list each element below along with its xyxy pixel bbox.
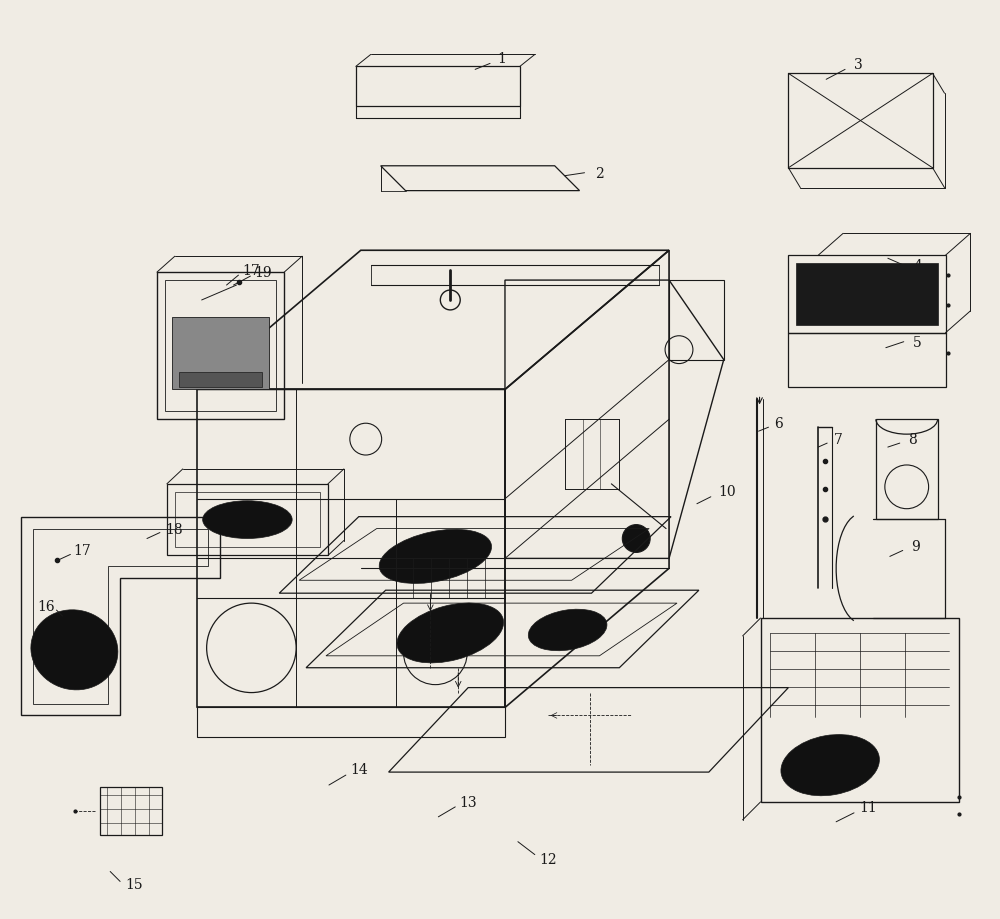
Text: 12: 12 bbox=[539, 852, 557, 866]
Text: 14: 14 bbox=[350, 762, 368, 777]
Ellipse shape bbox=[379, 529, 492, 584]
Text: 11: 11 bbox=[859, 800, 877, 814]
Text: 9: 9 bbox=[911, 539, 920, 554]
Text: 8: 8 bbox=[908, 433, 917, 447]
Circle shape bbox=[622, 525, 650, 553]
Ellipse shape bbox=[781, 734, 879, 796]
Text: 4: 4 bbox=[913, 259, 922, 273]
Text: 3: 3 bbox=[854, 58, 862, 73]
Polygon shape bbox=[172, 318, 269, 390]
Ellipse shape bbox=[203, 501, 292, 539]
Ellipse shape bbox=[31, 610, 118, 690]
Polygon shape bbox=[796, 264, 938, 325]
Text: 19: 19 bbox=[255, 266, 272, 279]
Polygon shape bbox=[179, 372, 262, 388]
Text: 17: 17 bbox=[243, 264, 260, 278]
Ellipse shape bbox=[397, 604, 504, 664]
Text: 16: 16 bbox=[38, 599, 55, 614]
Text: 1: 1 bbox=[498, 52, 506, 66]
Ellipse shape bbox=[528, 609, 607, 651]
Text: 13: 13 bbox=[459, 795, 477, 809]
Text: 2: 2 bbox=[595, 166, 604, 180]
Text: 17: 17 bbox=[73, 544, 91, 558]
Text: 15: 15 bbox=[125, 878, 143, 891]
Text: 18: 18 bbox=[165, 522, 183, 536]
Text: 10: 10 bbox=[718, 484, 736, 498]
Text: 6: 6 bbox=[774, 416, 783, 431]
Text: 7: 7 bbox=[834, 433, 843, 447]
Text: 5: 5 bbox=[913, 335, 922, 349]
